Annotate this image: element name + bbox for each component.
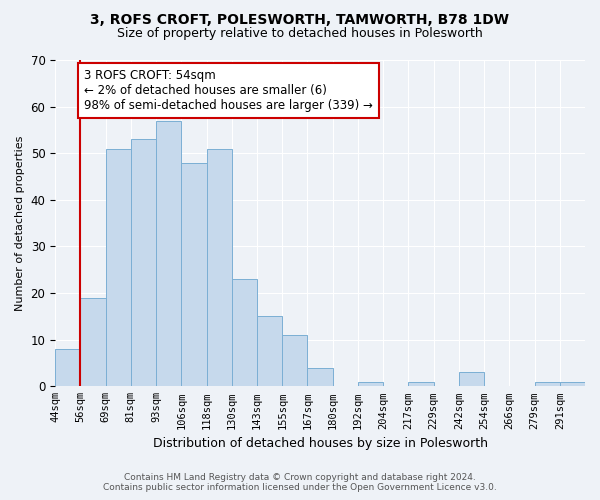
Text: Contains HM Land Registry data © Crown copyright and database right 2024.
Contai: Contains HM Land Registry data © Crown c… bbox=[103, 473, 497, 492]
Bar bbox=[156, 120, 181, 386]
Text: 3, ROFS CROFT, POLESWORTH, TAMWORTH, B78 1DW: 3, ROFS CROFT, POLESWORTH, TAMWORTH, B78… bbox=[91, 12, 509, 26]
Bar bbox=[282, 335, 307, 386]
Bar bbox=[257, 316, 282, 386]
Bar bbox=[409, 382, 434, 386]
Bar bbox=[535, 382, 560, 386]
Bar bbox=[206, 148, 232, 386]
Bar bbox=[232, 279, 257, 386]
Bar bbox=[358, 382, 383, 386]
Bar bbox=[55, 349, 80, 387]
Text: Size of property relative to detached houses in Polesworth: Size of property relative to detached ho… bbox=[117, 28, 483, 40]
Bar bbox=[459, 372, 484, 386]
X-axis label: Distribution of detached houses by size in Polesworth: Distribution of detached houses by size … bbox=[152, 437, 488, 450]
Bar bbox=[106, 148, 131, 386]
Bar bbox=[560, 382, 585, 386]
Bar bbox=[181, 162, 206, 386]
Bar bbox=[131, 139, 156, 386]
Bar bbox=[307, 368, 332, 386]
Y-axis label: Number of detached properties: Number of detached properties bbox=[15, 136, 25, 311]
Text: 3 ROFS CROFT: 54sqm
← 2% of detached houses are smaller (6)
98% of semi-detached: 3 ROFS CROFT: 54sqm ← 2% of detached hou… bbox=[84, 70, 373, 112]
Bar bbox=[80, 298, 106, 386]
